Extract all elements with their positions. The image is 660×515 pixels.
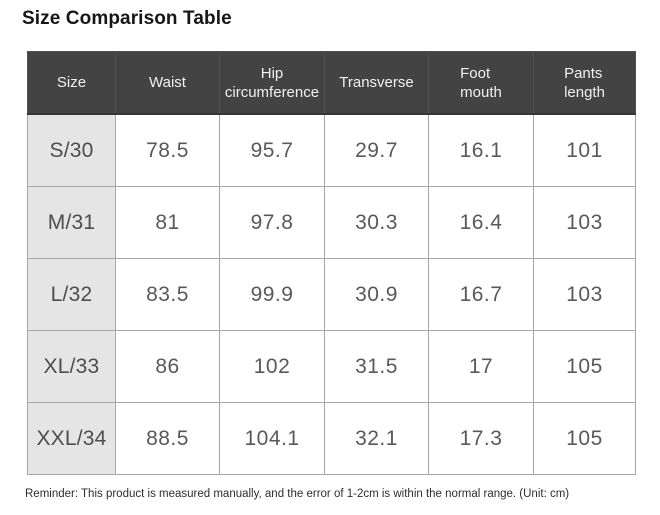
table-row-xl33: XL/33 86 102 31.5 17 105 xyxy=(27,330,636,403)
col-header-transverse-label: Transverse xyxy=(339,74,414,91)
col-header-size: Size xyxy=(27,51,116,115)
row-header: L/32 xyxy=(27,258,116,331)
table-cell: 105 xyxy=(533,402,636,475)
col-header-waist: Waist xyxy=(115,51,220,115)
table-row-s30: S/30 78.5 95.7 29.7 16.1 101 xyxy=(27,113,636,187)
table-cell: 105 xyxy=(533,330,636,403)
col-header-foot-mouth: Foot mouth xyxy=(428,51,534,115)
table-cell: 78.5 xyxy=(115,113,220,187)
table-cell: 103 xyxy=(533,186,636,259)
table-cell: 16.4 xyxy=(428,186,534,259)
table-cell: 32.1 xyxy=(324,402,429,475)
table-cell: 101 xyxy=(533,113,636,187)
col-header-waist-label: Waist xyxy=(149,74,186,91)
table-header-row: Size Waist Hip circumference Transverse … xyxy=(27,51,636,115)
table-cell: 29.7 xyxy=(324,113,429,187)
col-header-pants-length: Pants length xyxy=(533,51,636,115)
table-cell: 86 xyxy=(115,330,220,403)
row-header: M/31 xyxy=(27,186,116,259)
table-cell: 83.5 xyxy=(115,258,220,331)
table-cell: 31.5 xyxy=(324,330,429,403)
table-cell: 95.7 xyxy=(219,113,325,187)
col-header-pants-length-label: Pants length xyxy=(564,64,605,101)
table-cell: 103 xyxy=(533,258,636,331)
table-cell: 99.9 xyxy=(219,258,325,331)
col-header-transverse: Transverse xyxy=(324,51,429,115)
table-cell: 102 xyxy=(219,330,325,403)
table-cell: 16.1 xyxy=(428,113,534,187)
col-header-hip-label: Hip circumference xyxy=(224,64,320,101)
table-cell: 16.7 xyxy=(428,258,534,331)
reminder-note: Reminder: This product is measured manua… xyxy=(25,488,570,500)
table-cell: 97.8 xyxy=(219,186,325,259)
table-cell: 17 xyxy=(428,330,534,403)
col-header-foot-mouth-label: Foot mouth xyxy=(460,64,502,101)
table-cell: 30.3 xyxy=(324,186,429,259)
table-cell: 30.9 xyxy=(324,258,429,331)
row-header: S/30 xyxy=(27,113,116,187)
table-cell: 104.1 xyxy=(219,402,325,475)
col-header-size-label: Size xyxy=(56,74,87,91)
table-row-l32: L/32 83.5 99.9 30.9 16.7 103 xyxy=(27,258,636,331)
page-title: Size Comparison Table xyxy=(22,8,232,29)
row-header: XL/33 xyxy=(27,330,116,403)
table-cell: 17.3 xyxy=(428,402,534,475)
table-row-m31: M/31 81 97.8 30.3 16.4 103 xyxy=(27,186,636,259)
row-header: XXL/34 xyxy=(27,402,116,475)
table-row-xxl34: XXL/34 88.5 104.1 32.1 17.3 105 xyxy=(27,402,636,475)
size-comparison-table: Size Waist Hip circumference Transverse … xyxy=(27,51,636,475)
table-cell: 88.5 xyxy=(115,402,220,475)
col-header-hip-circumference: Hip circumference xyxy=(219,51,325,115)
table-cell: 81 xyxy=(115,186,220,259)
